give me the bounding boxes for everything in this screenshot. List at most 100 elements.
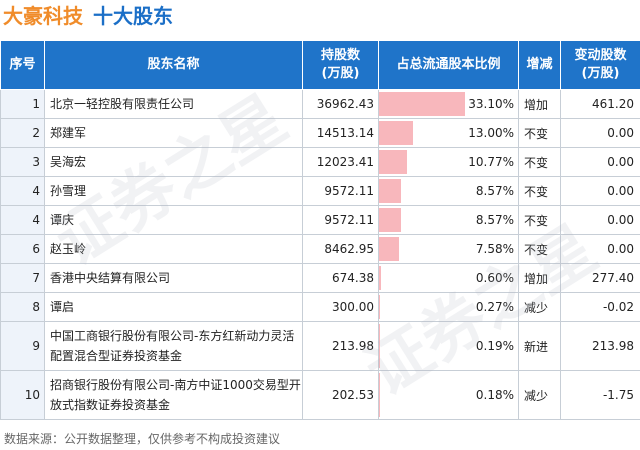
row-ratio: 7.58% xyxy=(378,234,519,264)
row-change: 不变 xyxy=(518,118,561,148)
row-delta: 213.98 xyxy=(560,321,640,371)
ratio-bar xyxy=(379,121,413,145)
row-shares: 202.53 xyxy=(302,370,379,420)
row-shares: 674.38 xyxy=(302,263,379,293)
row-seq: 1 xyxy=(0,89,45,119)
row-ratio: 0.18% xyxy=(378,370,519,420)
table-row: 8 谭启 300.00 0.27% 减少 -0.02 xyxy=(0,292,640,322)
row-shares: 213.98 xyxy=(302,321,379,371)
row-delta: 0.00 xyxy=(560,205,640,235)
row-shares: 8462.95 xyxy=(302,234,379,264)
ratio-bar xyxy=(379,208,402,232)
row-delta: 0.00 xyxy=(560,176,640,206)
header-seq: 序号 xyxy=(0,40,45,90)
row-change: 不变 xyxy=(518,147,561,177)
table-row: 3 吴海宏 12023.41 10.77% 不变 0.00 xyxy=(0,147,640,177)
row-shares: 9572.11 xyxy=(302,176,379,206)
row-change: 减少 xyxy=(518,370,561,420)
table-row: 7 香港中央结算有限公司 674.38 0.60% 增加 277.40 xyxy=(0,263,640,293)
table-row: 2 郑建军 14513.14 13.00% 不变 0.00 xyxy=(0,118,640,148)
header-name: 股东名称 xyxy=(44,40,303,90)
row-ratio: 10.77% xyxy=(378,147,519,177)
row-delta: 0.00 xyxy=(560,118,640,148)
row-seq: 10 xyxy=(0,370,45,420)
ratio-bar xyxy=(379,92,465,116)
row-seq: 4 xyxy=(0,205,45,235)
row-delta: 277.40 xyxy=(560,263,640,293)
row-seq: 3 xyxy=(0,147,45,177)
row-seq: 9 xyxy=(0,321,45,371)
row-holder-name: 中国工商银行股份有限公司-东方红新动力灵活配置混合型证券投资基金 xyxy=(44,321,303,371)
ratio-value: 8.57% xyxy=(475,184,514,198)
row-ratio: 0.60% xyxy=(378,263,519,293)
table-row: 1 北京一轻控股有限责任公司 36962.43 33.10% 增加 461.20 xyxy=(0,89,640,119)
data-source-note: 数据来源：公开数据整理，仅供参考不构成投资建议 xyxy=(4,432,281,446)
row-delta: -1.75 xyxy=(560,370,640,420)
table-row: 10 招商银行股份有限公司-南方中证1000交易型开放式指数证券投资基金 202.5… xyxy=(0,370,640,420)
ratio-value: 0.60% xyxy=(475,271,514,285)
row-seq: 4 xyxy=(0,176,45,206)
row-seq: 7 xyxy=(0,263,45,293)
row-change: 增加 xyxy=(518,89,561,119)
row-ratio: 0.19% xyxy=(378,321,519,371)
row-holder-name: 吴海宏 xyxy=(44,147,303,177)
row-shares: 300.00 xyxy=(302,292,379,322)
row-shares: 36962.43 xyxy=(302,89,379,119)
row-delta: 0.00 xyxy=(560,234,640,264)
row-seq: 8 xyxy=(0,292,45,322)
table-row: 4 谭庆 9572.11 8.57% 不变 0.00 xyxy=(0,205,640,235)
row-ratio: 8.57% xyxy=(378,176,519,206)
ratio-value: 8.57% xyxy=(475,213,514,227)
row-holder-name: 谭庆 xyxy=(44,205,303,235)
page-title: 大豪科技 十大股东 xyxy=(3,2,173,32)
ratio-value: 0.27% xyxy=(475,300,514,314)
row-holder-name: 北京一轻控股有限责任公司 xyxy=(44,89,303,119)
row-change: 不变 xyxy=(518,234,561,264)
row-holder-name: 赵玉岭 xyxy=(44,234,303,264)
ratio-value: 0.19% xyxy=(475,339,514,353)
row-shares: 14513.14 xyxy=(302,118,379,148)
row-seq: 6 xyxy=(0,234,45,264)
ratio-bar xyxy=(379,295,380,319)
header-change: 增减 xyxy=(518,40,561,90)
row-delta: 461.20 xyxy=(560,89,640,119)
row-shares: 12023.41 xyxy=(302,147,379,177)
row-holder-name: 香港中央结算有限公司 xyxy=(44,263,303,293)
row-change: 不变 xyxy=(518,205,561,235)
header-ratio: 占总流通股本比例 xyxy=(378,40,519,90)
row-shares: 9572.11 xyxy=(302,205,379,235)
row-delta: -0.02 xyxy=(560,292,640,322)
row-ratio: 33.10% xyxy=(378,89,519,119)
ratio-value: 33.10% xyxy=(468,97,514,111)
ratio-value: 13.00% xyxy=(468,126,514,140)
ratio-bar xyxy=(379,266,381,290)
row-seq: 2 xyxy=(0,118,45,148)
row-holder-name: 孙雪理 xyxy=(44,176,303,206)
ratio-bar xyxy=(379,237,399,261)
table-row: 9 中国工商银行股份有限公司-东方红新动力灵活配置混合型证券投资基金 213.98 0… xyxy=(0,321,640,371)
row-change: 减少 xyxy=(518,292,561,322)
row-change: 不变 xyxy=(518,176,561,206)
row-holder-name: 谭启 xyxy=(44,292,303,322)
table-header-row: 序号 股东名称 持股数 (万股) 占总流通股本比例 增减 变动股数 (万股) xyxy=(0,40,640,90)
ratio-bar xyxy=(379,150,407,174)
company-name: 大豪科技 xyxy=(3,4,83,28)
shareholders-table: 序号 股东名称 持股数 (万股) 占总流通股本比例 增减 变动股数 (万股) 1… xyxy=(0,40,640,420)
row-ratio: 0.27% xyxy=(378,292,519,322)
page-subtitle: 十大股东 xyxy=(93,4,173,28)
header-delta: 变动股数 (万股) xyxy=(560,40,640,90)
row-holder-name: 招商银行股份有限公司-南方中证1000交易型开放式指数证券投资基金 xyxy=(44,370,303,420)
row-ratio: 13.00% xyxy=(378,118,519,148)
row-change: 增加 xyxy=(518,263,561,293)
row-holder-name: 郑建军 xyxy=(44,118,303,148)
row-ratio: 8.57% xyxy=(378,205,519,235)
header-shares: 持股数 (万股) xyxy=(302,40,379,90)
ratio-value: 10.77% xyxy=(468,155,514,169)
table-row: 4 孙雪理 9572.11 8.57% 不变 0.00 xyxy=(0,176,640,206)
table-row: 6 赵玉岭 8462.95 7.58% 不变 0.00 xyxy=(0,234,640,264)
row-change: 新进 xyxy=(518,321,561,371)
ratio-value: 0.18% xyxy=(475,388,514,402)
ratio-value: 7.58% xyxy=(475,242,514,256)
ratio-bar xyxy=(379,179,402,203)
row-delta: 0.00 xyxy=(560,147,640,177)
